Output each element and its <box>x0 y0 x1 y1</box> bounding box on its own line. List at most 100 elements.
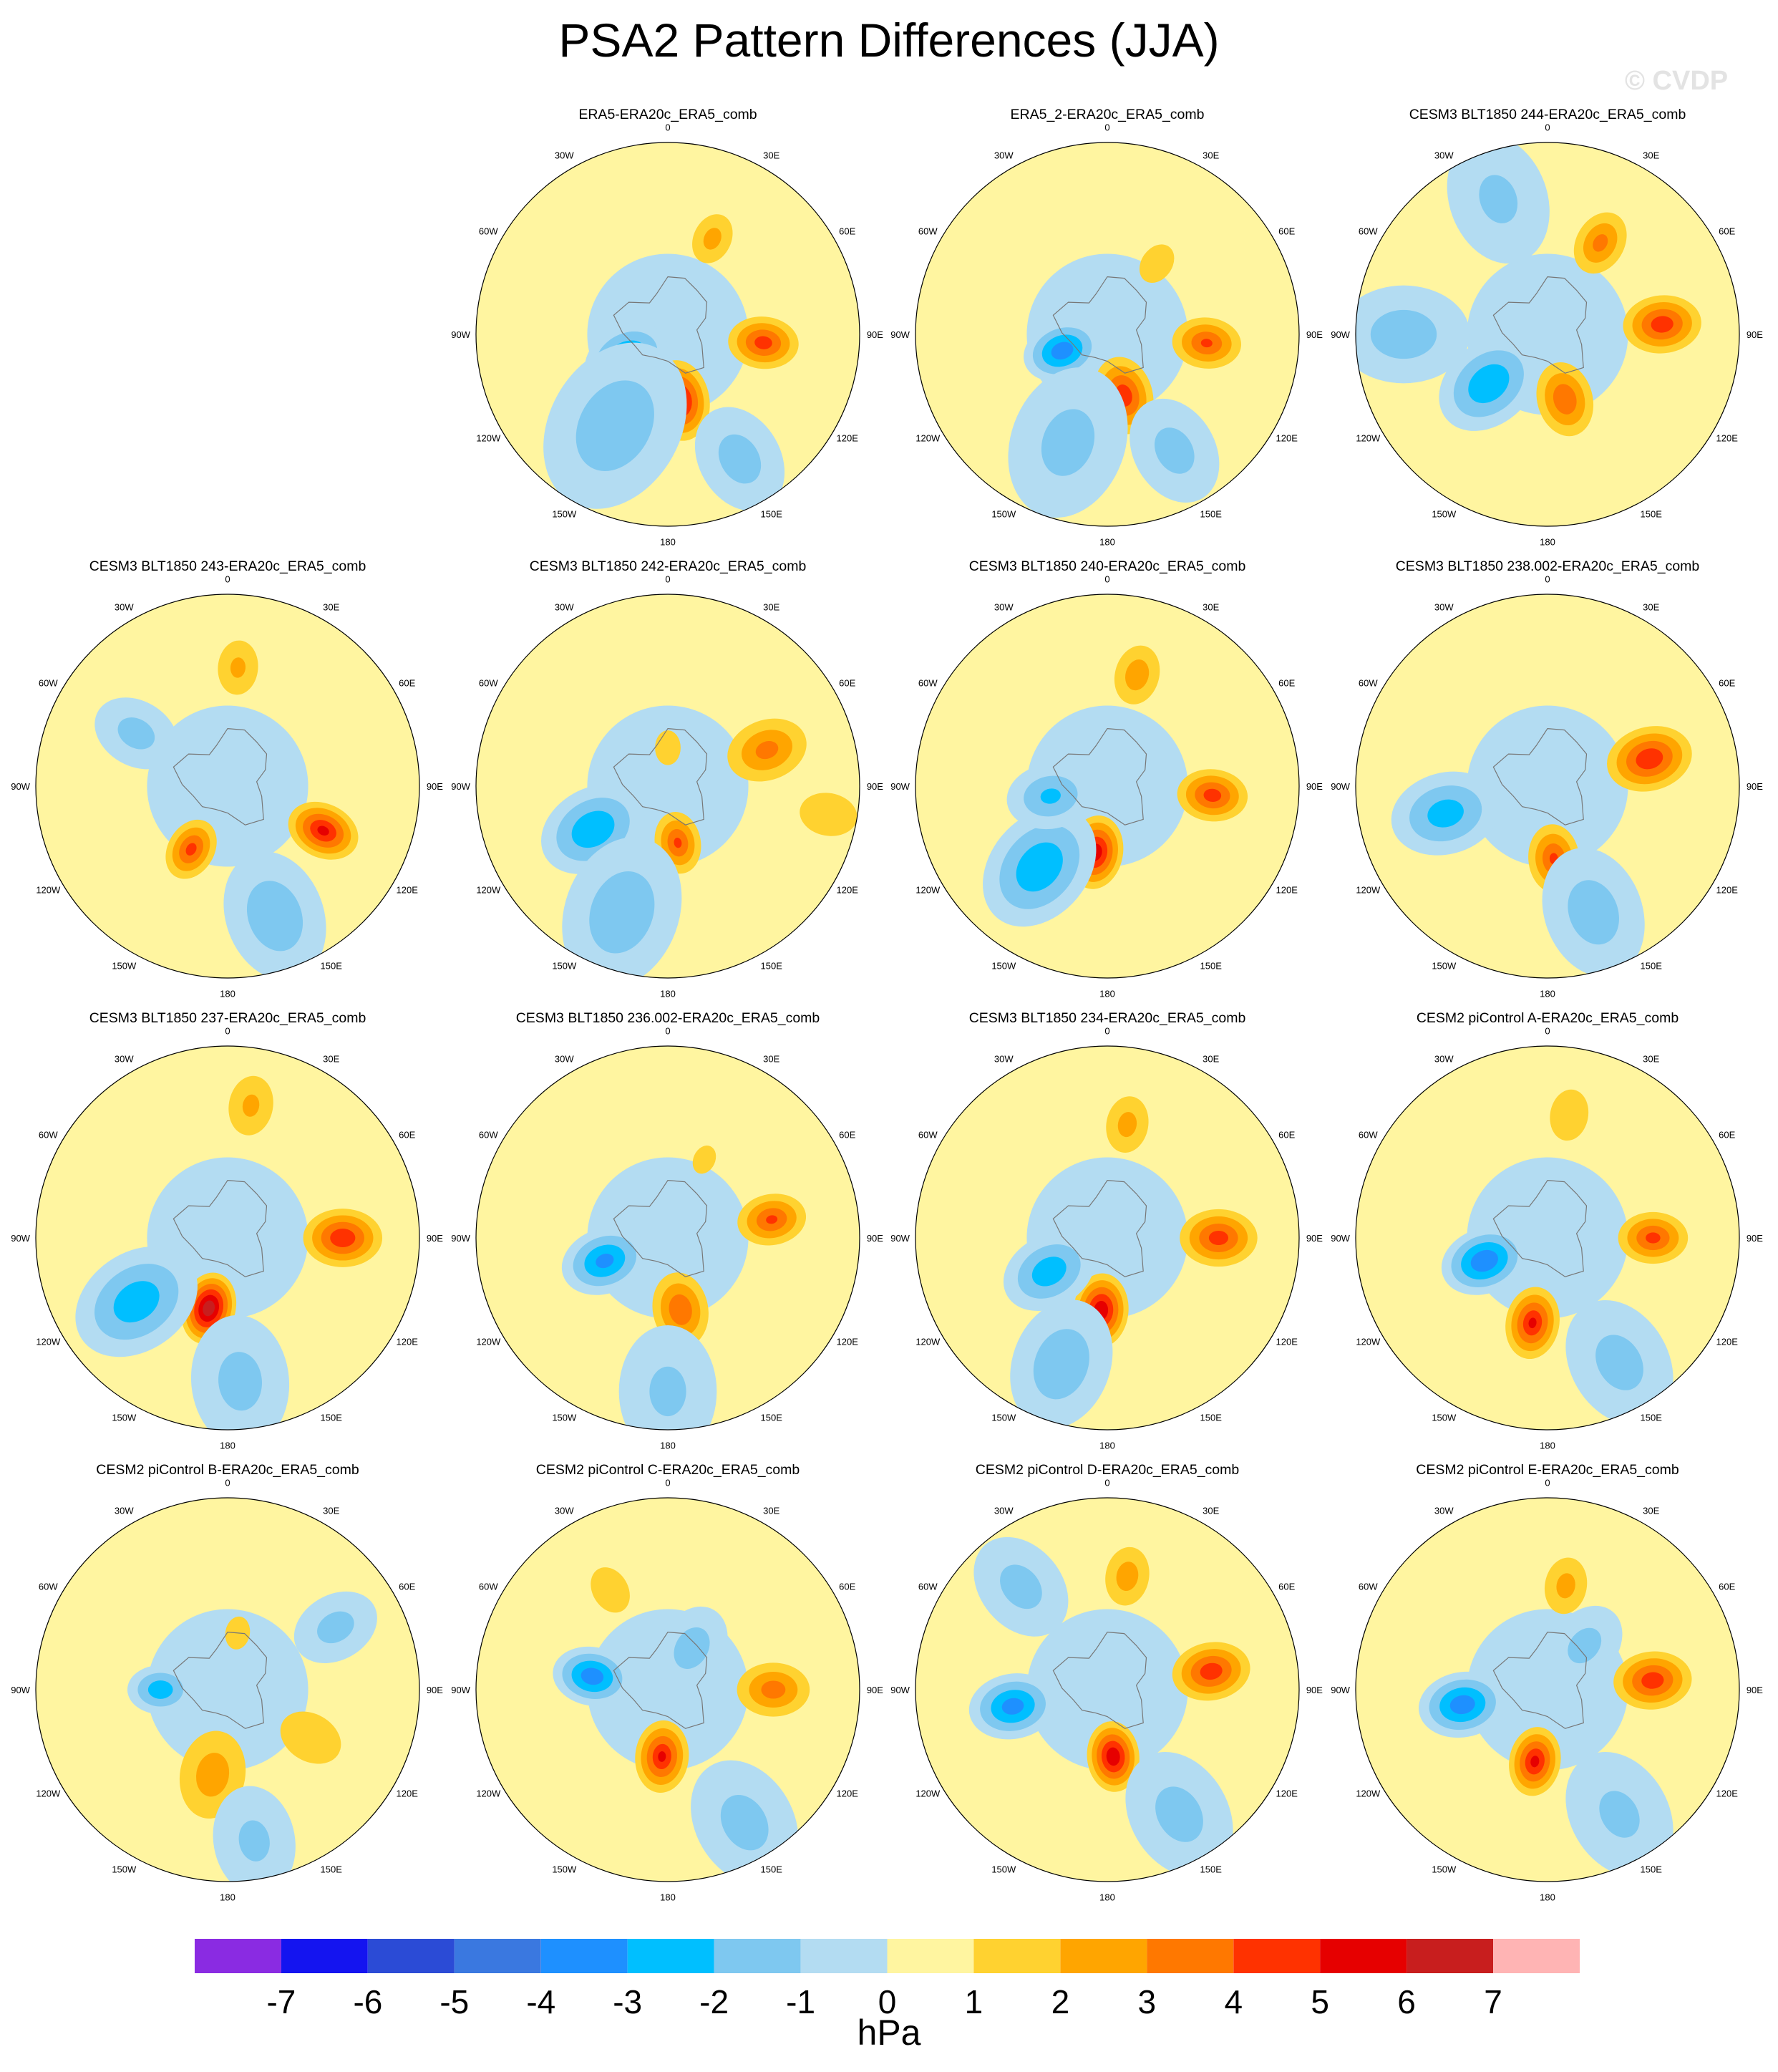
contour-fill <box>589 871 655 954</box>
map-panel-14 <box>915 1498 1299 1882</box>
longitude-label: 150E <box>761 509 783 520</box>
map-panel-15 <box>1356 1498 1739 1882</box>
longitude-label: 30W <box>994 150 1014 160</box>
map-panel-9 <box>476 1046 860 1430</box>
contour-fill <box>754 336 772 349</box>
longitude-label: 90E <box>427 1233 443 1244</box>
longitude-label: 60W <box>479 226 498 236</box>
contour-fill <box>203 1300 215 1317</box>
contour-fill <box>1106 1747 1120 1766</box>
longitude-label: 150E <box>1641 1864 1663 1875</box>
contour-fill <box>185 843 197 856</box>
map-border <box>35 594 420 979</box>
contour-fill <box>1033 1329 1089 1400</box>
longitude-label: 120E <box>1276 885 1298 896</box>
longitude-label: 60E <box>399 1129 415 1140</box>
longitude-label: 30W <box>1434 150 1454 160</box>
contour-fill <box>1155 1786 1203 1842</box>
map-border <box>1355 1045 1740 1430</box>
contour-fill <box>1599 1791 1640 1838</box>
longitude-label: 30W <box>115 1053 134 1064</box>
longitude-label: 90W <box>451 1685 470 1695</box>
panel-title: ERA5-ERA20c_ERA5_comb <box>578 107 757 122</box>
contour-fill <box>720 1794 769 1851</box>
longitude-label: 90E <box>427 781 443 792</box>
colorbar-tick-label: -5 <box>439 1983 469 2020</box>
contour-fill <box>1528 1317 1537 1329</box>
panel-title: CESM3 BLT1850 236.002-ERA20c_ERA5_comb <box>515 1010 820 1026</box>
contour-fill <box>591 1567 630 1613</box>
longitude-label: 0 <box>225 574 230 585</box>
longitude-label: 60E <box>1719 677 1735 688</box>
contour-fill <box>218 1352 262 1411</box>
longitude-label: 90W <box>451 329 470 340</box>
watermark: © CVDP <box>1625 66 1729 96</box>
map-panel-7 <box>1356 594 1739 978</box>
contour-fill <box>1636 748 1663 770</box>
longitude-label: 120W <box>476 885 501 896</box>
coastline <box>173 1179 268 1277</box>
panel-title: CESM3 BLT1850 242-ERA20c_ERA5_comb <box>529 558 807 574</box>
contour-fill <box>1550 1089 1589 1141</box>
map-border <box>1355 594 1740 979</box>
map-panel-1 <box>476 142 860 526</box>
longitude-label: 150E <box>321 1864 343 1875</box>
longitude-label: 120W <box>476 1788 501 1799</box>
longitude-label: 120W <box>1356 1337 1381 1347</box>
longitude-label: 60W <box>479 1129 498 1140</box>
colorbar-swatch <box>1320 1939 1407 1973</box>
colorbar-tick-label: -3 <box>613 1983 642 2020</box>
contour-fill <box>1041 409 1095 476</box>
longitude-label: 60W <box>39 1581 58 1592</box>
contour-fill <box>1568 880 1619 945</box>
longitude-label: 90E <box>1747 1233 1763 1244</box>
longitude-label: 150W <box>991 1864 1016 1875</box>
coastline <box>1492 727 1588 826</box>
longitude-label: 30E <box>1643 1053 1659 1064</box>
longitude-label: 180 <box>1540 536 1555 547</box>
coastline <box>613 276 708 374</box>
map-panel-8 <box>36 1046 419 1430</box>
longitude-label: 180 <box>1099 1892 1115 1902</box>
longitude-label: 180 <box>660 1440 676 1451</box>
longitude-label: 60W <box>1359 677 1378 688</box>
longitude-label: 120W <box>476 433 501 444</box>
map-panel-11 <box>1356 1046 1739 1430</box>
longitude-label: 90W <box>890 1233 910 1244</box>
contour-fill <box>1553 384 1577 415</box>
longitude-label: 0 <box>225 1478 230 1488</box>
colorbar-tick-label: 1 <box>965 1983 983 2020</box>
contour-fill <box>1000 1564 1042 1609</box>
longitude-label: 180 <box>220 988 235 999</box>
panel-title: CESM3 BLT1850 240-ERA20c_ERA5_comb <box>968 558 1246 574</box>
polar-negative-zone <box>1467 705 1628 867</box>
contour-fill <box>1031 1257 1067 1287</box>
longitude-label: 90W <box>11 1233 30 1244</box>
longitude-label: 60E <box>839 677 855 688</box>
contour-fill <box>703 228 722 250</box>
longitude-label: 120W <box>915 1788 941 1799</box>
longitude-label: 120E <box>397 1337 419 1347</box>
longitude-label: 120W <box>1356 885 1381 896</box>
map-panel-6 <box>915 594 1299 978</box>
colorbar-swatch <box>367 1939 455 1973</box>
map-border <box>35 1497 420 1882</box>
contour-fill <box>238 1820 270 1862</box>
colorbar-swatch <box>540 1939 628 1973</box>
longitude-label: 0 <box>1545 1478 1550 1488</box>
coastline <box>1052 727 1147 826</box>
longitude-label: 60W <box>39 1129 58 1140</box>
longitude-label: 120E <box>837 885 859 896</box>
map-border <box>475 1045 860 1430</box>
colorbar-tick-label: 7 <box>1484 1983 1502 2020</box>
longitude-label: 0 <box>665 1026 670 1037</box>
longitude-label: 60E <box>399 677 415 688</box>
longitude-label: 120E <box>837 1788 859 1799</box>
longitude-label: 180 <box>660 988 676 999</box>
contour-fill <box>674 1627 710 1669</box>
longitude-label: 120E <box>1276 1788 1298 1799</box>
contour-fill <box>596 1254 614 1269</box>
map-panel-2 <box>915 142 1299 526</box>
contour-fill <box>1116 1562 1139 1592</box>
longitude-label: 120W <box>36 885 61 896</box>
